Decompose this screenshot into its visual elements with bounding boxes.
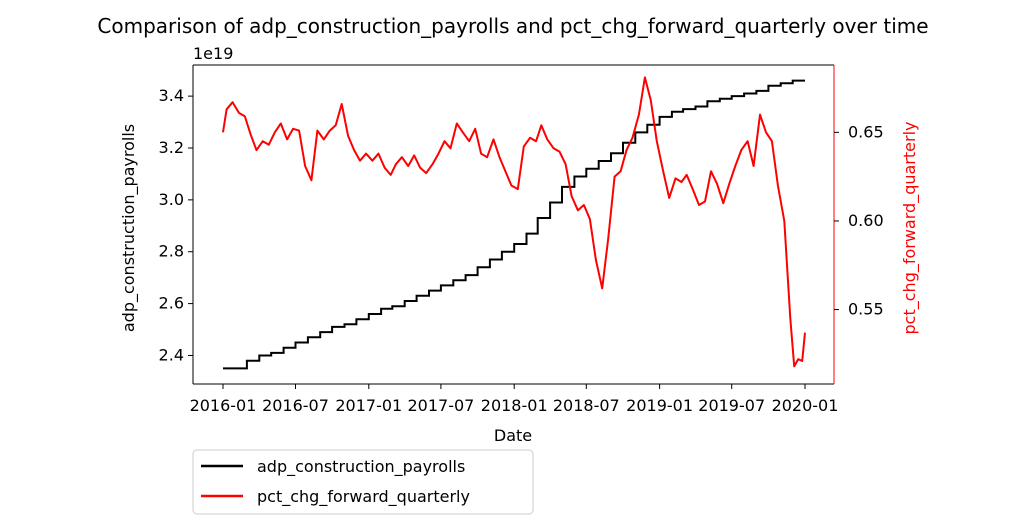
right-axis-label: pct_chg_forward_quarterly (900, 122, 920, 335)
x-tick-label: 2018-01 (481, 396, 548, 415)
right-tick-label: 0.65 (848, 122, 884, 141)
x-tick-label: 2017-01 (335, 396, 402, 415)
left-tick-label: 2.4 (159, 345, 184, 364)
left-tick-label: 2.6 (159, 294, 184, 313)
right-axis-ticks: 0.55 0.60 0.65 (834, 122, 884, 319)
left-axis-ticks: 2.4 2.6 2.8 3.0 3.2 3.4 (159, 86, 193, 364)
right-tick-label: 0.60 (848, 211, 884, 230)
plot-area (193, 65, 834, 384)
left-tick-label: 2.8 (159, 242, 184, 261)
x-tick-label: 2017-07 (407, 396, 474, 415)
x-axis-label: Date (494, 426, 532, 445)
x-tick-label: 2019-07 (698, 396, 765, 415)
left-tick-label: 3.2 (159, 138, 184, 157)
x-tick-label: 2020-01 (772, 396, 839, 415)
right-tick-label: 0.55 (848, 300, 884, 319)
x-tick-label: 2018-07 (553, 396, 620, 415)
legend-label-pct-chg: pct_chg_forward_quarterly (257, 487, 470, 507)
legend-box (192, 449, 534, 515)
left-tick-label: 3.4 (159, 86, 184, 105)
left-tick-label: 3.0 (159, 190, 184, 209)
x-tick-label: 2016-01 (190, 396, 257, 415)
x-tick-label: 2016-07 (262, 396, 329, 415)
left-axis-label: adp_construction_payrolls (119, 124, 139, 332)
x-tick-label: 2019-01 (626, 396, 693, 415)
series-group (222, 76, 806, 370)
legend-label-payrolls: adp_construction_payrolls (257, 457, 465, 477)
left-axis-scale-label: 1e19 (193, 44, 233, 63)
legend: adp_construction_payrolls pct_chg_forwar… (192, 449, 534, 515)
series-line-adp-construction-payrolls (223, 79, 805, 370)
x-axis-ticks: 2016-01 2016-07 2017-01 2017-07 2018-01 2018-… (190, 384, 839, 415)
chart-title: Comparison of adp_construction_payrolls … (97, 14, 928, 38)
series-line-pct-chg-forward-quarterly (222, 76, 806, 368)
